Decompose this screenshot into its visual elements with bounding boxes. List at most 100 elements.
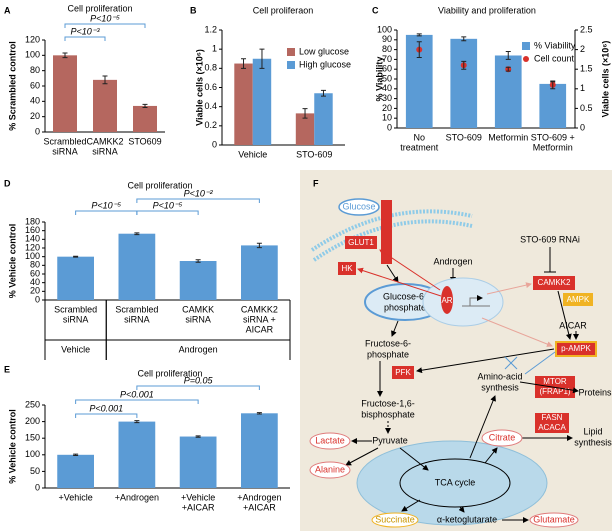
legend-marker (287, 61, 295, 69)
node-shape (529, 512, 579, 528)
group-box (105, 300, 291, 360)
x-tick-label: CAMKK2 (86, 136, 123, 146)
y2-tick-label: 2 (580, 44, 585, 54)
y2-tick-label: 0.5 (580, 103, 593, 113)
error-bar (73, 255, 79, 258)
arrow (379, 249, 441, 291)
node-shape (371, 512, 419, 528)
error-bar (134, 420, 140, 424)
y-tick-label: 90 (382, 34, 392, 44)
node-shape (392, 366, 414, 379)
legend-label: High glucose (299, 59, 351, 69)
y-tick-label: 1.2 (204, 24, 217, 34)
x-tick-label: +AICAR (182, 502, 215, 512)
y-tick-label: 0 (35, 482, 40, 492)
block-mark (504, 356, 518, 370)
error-bar (241, 58, 247, 69)
error-bar (550, 80, 556, 90)
chart-title: Cell proliferation (137, 368, 202, 378)
bar (539, 83, 567, 128)
y-tick-label: 80 (382, 44, 392, 54)
error-bar (256, 412, 262, 415)
y-tick-label: 100 (25, 251, 40, 261)
x-tick-label: treatment (400, 142, 439, 152)
x-tick-label: siRNA (52, 146, 78, 156)
arrow (386, 264, 399, 283)
node-label: Amino-acid (477, 371, 522, 381)
node-label: GLUT1 (348, 238, 374, 247)
error-bar (461, 60, 467, 70)
arrow (486, 282, 532, 295)
error-bar (195, 259, 201, 263)
significance-bracket (75, 210, 138, 215)
inhibition (524, 351, 556, 375)
legend-label: Cell count (534, 53, 575, 63)
x-tick-label: +Vehicle (58, 492, 92, 502)
node-label: AICAR (559, 320, 587, 330)
y-tick-label: 20 (382, 103, 392, 113)
y-tick-label: 50 (30, 466, 40, 476)
chart-title: Cell proliferation (127, 180, 192, 190)
x-tick-label: STO-609 (446, 132, 482, 142)
y-tick-label: 60 (30, 268, 40, 278)
annotation: P=0.05 (184, 375, 214, 385)
y-tick-label: 0.4 (204, 101, 217, 111)
x-tick-label: Vehicle (238, 149, 267, 159)
legend-label: % Viability (534, 40, 576, 50)
node-label: bisphosphate (361, 409, 415, 419)
x-tick-label: siRNA (185, 314, 211, 324)
y-tick-label: 50 (382, 73, 392, 83)
bar (252, 58, 272, 145)
legend-marker (523, 56, 529, 62)
node-label: synthesis (481, 382, 519, 392)
y-tick-label: 100 (25, 449, 40, 459)
bar (314, 93, 333, 145)
y-tick-label: 160 (25, 225, 40, 235)
bar (118, 233, 156, 300)
node-label: Lactate (315, 435, 345, 445)
node-label: Proteins (578, 387, 612, 397)
significance-bracket (75, 413, 138, 418)
x-tick-label: CAMKK2 (241, 304, 278, 314)
x-tick-label: Metformin (488, 132, 528, 142)
node-label: PFK (395, 368, 411, 377)
panel-label: F (313, 178, 319, 188)
x-tick-label: siRNA + (243, 314, 276, 324)
y-tick-label: 0 (212, 139, 217, 149)
node-label: ACACA (538, 423, 566, 432)
bar (450, 38, 478, 128)
node-label: Androgen (433, 256, 472, 266)
error-bar (134, 232, 140, 236)
error-bar (505, 66, 511, 72)
y-axis-label: % Viability (374, 57, 384, 102)
cycle (399, 458, 511, 508)
error-bar (320, 89, 326, 97)
y-tick-label: 0 (387, 122, 392, 132)
arrow (357, 267, 442, 297)
arrow (401, 499, 421, 512)
y-tick-label: 120 (25, 34, 40, 44)
y-tick-label: 60 (382, 64, 392, 74)
arrow (345, 447, 379, 466)
error-bar (461, 36, 467, 42)
node-shape (338, 262, 356, 275)
legend-marker (522, 42, 530, 50)
y-tick-label: 20 (30, 286, 40, 296)
error-bar (416, 41, 422, 58)
bar (53, 55, 77, 133)
arrow (519, 381, 579, 394)
x-tick-label: CAMKK (182, 304, 214, 314)
error-bar (102, 75, 108, 85)
node-shape (309, 432, 351, 450)
chart-title: Viability and proliferation (438, 5, 536, 15)
node-shape (345, 236, 377, 249)
node-label: CAMKK2 (538, 278, 571, 287)
node-label: Citrate (489, 432, 516, 442)
node-shape (555, 341, 597, 357)
bar (179, 436, 217, 488)
inhibition (544, 247, 556, 273)
error-bar (73, 453, 79, 456)
y2-tick-label: 2.5 (580, 24, 593, 34)
arrow (416, 348, 555, 374)
x-tick-label: siRNA (92, 146, 118, 156)
